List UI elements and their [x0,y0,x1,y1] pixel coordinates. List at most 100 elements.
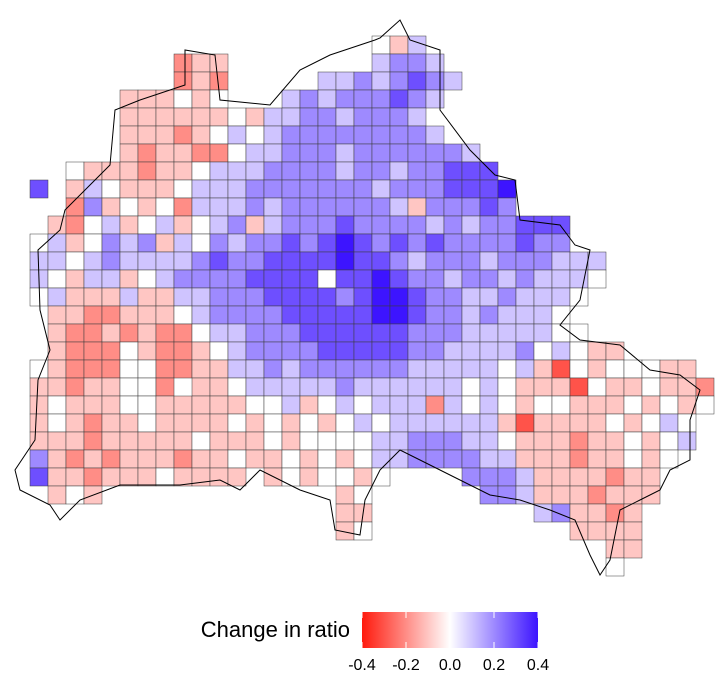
cell [245,143,265,163]
cell [623,485,643,505]
cell [137,359,157,379]
cell [227,305,247,325]
cell [533,431,553,451]
cell [245,305,265,325]
cell [335,269,355,289]
cell [191,305,211,325]
cell [497,305,517,325]
cell [659,395,679,415]
cell [389,323,409,343]
cell [479,233,499,253]
colorbar-label: 0.4 [527,657,549,674]
cell [371,431,391,451]
cell [497,197,517,217]
cell [119,107,139,127]
cell [389,377,409,397]
cell [497,179,517,199]
cell [605,431,625,451]
cell [119,125,139,145]
cell [551,413,571,433]
cell [497,341,517,361]
cell [137,341,157,361]
cell [209,251,229,271]
cell [47,431,67,451]
cell [119,305,139,325]
cell [209,413,229,433]
cell [65,305,85,325]
cell [425,359,445,379]
cell [425,53,445,73]
cell [497,485,517,505]
cell [389,395,409,415]
cell [317,341,337,361]
cell [137,233,157,253]
cell [389,251,409,271]
cell [191,179,211,199]
cell [191,449,211,469]
cell [389,53,409,73]
cell [353,449,373,469]
cell [533,503,553,523]
cell [173,431,193,451]
cell [137,143,157,163]
cell [623,413,643,433]
cell [227,269,247,289]
cell [389,35,409,55]
cell [335,179,355,199]
cell [137,395,157,415]
cell [533,377,553,397]
cell [353,413,373,433]
cell [407,161,427,181]
cell [443,341,463,361]
cell [407,53,427,73]
colorbar-ticks: -0.4 -0.2 0.0 0.2 0.4 [348,612,549,674]
cell [101,377,121,397]
cell [551,233,571,253]
cell [497,233,517,253]
cell [443,143,463,163]
cell [245,269,265,289]
cell [47,359,67,379]
cell [533,359,553,379]
cell [353,161,373,181]
cell [515,395,535,415]
cell [335,125,355,145]
cell [461,251,481,271]
cell [191,107,211,127]
cell [623,539,643,559]
cell [335,377,355,397]
cell [677,413,697,433]
cell [461,179,481,199]
cell [515,233,535,253]
cell [209,215,229,235]
cell [605,359,625,379]
cell [227,377,247,397]
cell [353,341,373,361]
cell [605,449,625,469]
cell [353,377,373,397]
cell [173,269,193,289]
cell [371,413,391,433]
cell [245,323,265,343]
cell [155,161,175,181]
cell [515,377,535,397]
cell [281,179,301,199]
cell [299,233,319,253]
cell [407,179,427,199]
cell [623,521,643,541]
cell [263,125,283,145]
cell [245,179,265,199]
cell [119,377,139,397]
cell [353,71,373,91]
cell [281,251,301,271]
cell [335,305,355,325]
cell [317,467,337,487]
cell [227,449,247,469]
cell [479,215,499,235]
cell [335,161,355,181]
cell [353,143,373,163]
cell [155,143,175,163]
cell [407,71,427,91]
cell [587,395,607,415]
